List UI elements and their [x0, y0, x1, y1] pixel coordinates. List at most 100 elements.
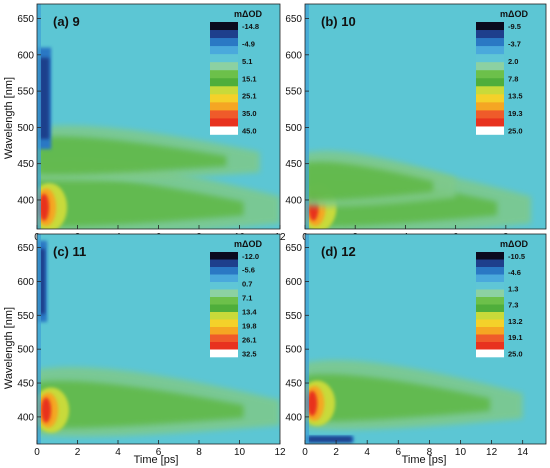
- colorbar-level-label: 19.8: [242, 321, 257, 330]
- colorbar-swatch: [476, 252, 504, 260]
- colorbar-swatch: [210, 110, 238, 119]
- colorbar-level-label: 7.1: [242, 294, 252, 303]
- colorbar-level-label: 45.0: [242, 126, 257, 135]
- y-tick-label: 500: [17, 123, 34, 134]
- x-tick-label: 12: [274, 447, 286, 458]
- colorbar-level-label: -4.9: [242, 39, 255, 48]
- y-tick-label: 550: [17, 87, 34, 98]
- heatmap-area: [37, 4, 280, 229]
- colorbar-swatch: [210, 38, 238, 47]
- colorbar-swatch: [210, 252, 238, 260]
- colorbar-level-label: -5.6: [242, 266, 255, 275]
- colorbar-swatch: [476, 94, 504, 103]
- y-tick-label: 600: [17, 277, 34, 288]
- colorbar-swatch: [210, 342, 238, 350]
- colorbar-swatch: [210, 289, 238, 298]
- colorbar-level-label: 7.8: [508, 74, 518, 83]
- panel-title: (b) 10: [321, 14, 356, 29]
- colorbar-swatch: [210, 54, 238, 63]
- colorbar-legend: mΔOD -10.5 -4.6 1.3 7.3 13.2 19.1 25.0: [476, 239, 528, 358]
- colorbar-swatch: [476, 78, 504, 87]
- band-mid-1: [305, 161, 434, 200]
- y-tick-label: 600: [285, 277, 302, 288]
- x-tick-label: 2: [333, 447, 339, 458]
- colorbar-swatch: [476, 312, 504, 320]
- colorbar-swatch: [476, 342, 504, 350]
- colorbar-level-label: 13.4: [242, 307, 257, 316]
- x-tick-label: 14: [517, 447, 529, 458]
- plot-frame: [304, 3, 547, 230]
- colorbar-level-label: 7.3: [508, 301, 518, 310]
- colorbar-level-label: -4.6: [508, 268, 521, 277]
- colorbar-level-label: 15.1: [242, 74, 257, 83]
- colorbar-swatch: [210, 62, 238, 71]
- colorbar-swatch: [210, 94, 238, 103]
- colorbar-title: mΔOD: [500, 239, 528, 249]
- colorbar-level-label: 19.1: [508, 333, 523, 342]
- colorbar-swatch: [476, 297, 504, 305]
- colorbar-level-label: -10.5: [508, 252, 525, 261]
- colorbar-swatch: [476, 102, 504, 111]
- colorbar-level-label: -14.8: [242, 22, 259, 31]
- colorbar-swatch: [210, 102, 238, 111]
- x-tick-label: 8: [196, 447, 202, 458]
- x-tick-label: 8: [427, 447, 433, 458]
- colorbar-legend: mΔOD -9.5 -3.7 2.0 7.8 13.5 19.3 25.0: [476, 9, 528, 135]
- negative-band-inner-2: [39, 57, 50, 139]
- plot-frame: [304, 233, 547, 445]
- negative-band-inner-1: [308, 436, 352, 442]
- y-tick-label: 450: [285, 379, 302, 390]
- colorbar-swatch: [210, 118, 238, 127]
- band-mid-0: [37, 380, 244, 429]
- colorbar-level-label: 5.1: [242, 57, 252, 66]
- y-tick-label: 500: [285, 345, 302, 356]
- colorbar-swatch: [476, 30, 504, 39]
- y-tick-label: 450: [17, 379, 34, 390]
- time-zero-strip: [305, 4, 309, 229]
- colorbar-swatch: [210, 327, 238, 335]
- panel-title: (c) 11: [53, 244, 86, 259]
- band-mid-0: [37, 175, 244, 227]
- x-tick-label: 10: [455, 447, 467, 458]
- colorbar-title: mΔOD: [234, 239, 262, 249]
- band-mid-1: [37, 136, 227, 175]
- colorbar-level-label: -9.5: [508, 22, 521, 31]
- y-tick-label: 450: [17, 159, 34, 170]
- panel-3: 0 2 4 6 8 10 12 400 450 500 550 600 650 (c) 11 mΔOD -12…: [17, 233, 286, 458]
- colorbar-swatch: [476, 274, 504, 283]
- colorbar-level-label: 13.5: [508, 92, 523, 101]
- colorbar-level-label: 32.5: [242, 349, 257, 358]
- colorbar-swatch: [210, 349, 238, 358]
- y-tick-label: 400: [17, 412, 34, 423]
- y-tick-label: 600: [285, 50, 302, 61]
- colorbar-swatch: [476, 22, 504, 31]
- colorbar-swatch: [476, 54, 504, 63]
- colorbar-level-label: 13.2: [508, 317, 523, 326]
- colorbar-swatch: [210, 319, 238, 328]
- colorbar-swatch: [210, 22, 238, 31]
- colorbar-swatch: [210, 312, 238, 320]
- y-tick-label: 550: [17, 311, 34, 322]
- colorbar-title: mΔOD: [234, 9, 262, 19]
- colorbar-level-label: 25.0: [508, 126, 523, 135]
- x-axis-label-left: Time [ps]: [134, 454, 179, 466]
- heatmap-area: [37, 234, 280, 444]
- colorbar-swatch: [476, 289, 504, 298]
- x-tick-label: 6: [396, 447, 402, 458]
- colorbar-swatch: [210, 30, 238, 39]
- colorbar-level-label: 2.0: [508, 57, 518, 66]
- colorbar-swatch: [210, 267, 238, 275]
- panel-title: (d) 12: [321, 244, 356, 259]
- colorbar-swatch: [210, 70, 238, 79]
- y-tick-label: 400: [285, 412, 302, 423]
- colorbar-swatch: [210, 297, 238, 305]
- y-axis-label-top: Wavelength [nm]: [3, 77, 15, 159]
- colorbar-swatch: [210, 304, 238, 313]
- colorbar-level-label: 25.0: [508, 349, 523, 358]
- x-tick-label: 4: [364, 447, 370, 458]
- panel-title: (a) 9: [53, 14, 80, 29]
- colorbar-swatch: [210, 78, 238, 87]
- colorbar-swatch: [210, 274, 238, 283]
